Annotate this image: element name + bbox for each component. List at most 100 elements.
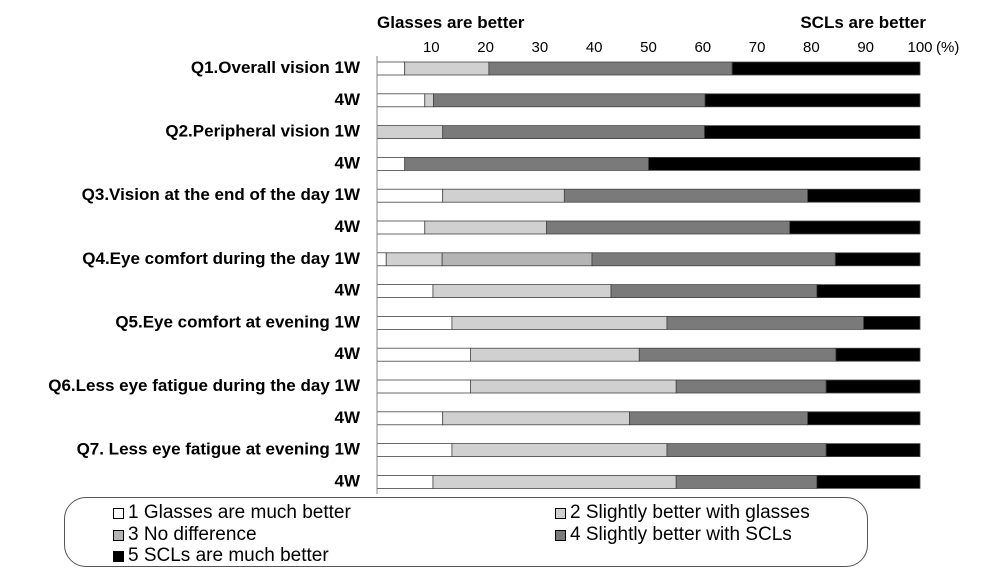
x-tick-label: 90	[857, 39, 874, 56]
bar-segment-1	[376, 188, 444, 203]
y-category-label: Q1.Overall vision 1W	[191, 58, 361, 77]
bar-segment-4	[675, 474, 818, 489]
legend-swatch-1	[113, 507, 124, 519]
x-tick-label: 40	[586, 39, 603, 56]
legend-label-4: 4 Slightly better with SCLs	[570, 524, 792, 545]
y-axis-labels: Q1.Overall vision 1W 4W Q2.Peripheral visi…	[48, 58, 361, 490]
bar-segment-4	[666, 443, 827, 458]
bar-segment-5	[816, 284, 921, 299]
bar-segment-4	[638, 347, 837, 362]
bar-segment-2	[385, 252, 443, 267]
bar-segment-5	[807, 411, 921, 426]
bar-segment-1	[376, 93, 426, 108]
legend-item-2: 2 Slightly better with glasses	[555, 502, 810, 524]
y-category-label: 4W	[335, 153, 361, 172]
bar-segment-4	[666, 315, 864, 330]
bar-segment-5	[731, 61, 921, 76]
x-tick-label: 30	[532, 39, 549, 56]
bar-segment-5	[704, 93, 921, 108]
bar-segment-3	[441, 252, 593, 267]
legend-item-4: 4 Slightly better with SCLs	[555, 524, 792, 546]
legend-swatch-5	[113, 550, 124, 562]
bar-segment-1	[376, 347, 471, 362]
bar-segment-5	[648, 156, 921, 171]
legend: 1 Glasses are much better 2 Slightly bet…	[64, 497, 868, 567]
bar-segment-1	[376, 220, 426, 235]
x-axis-ticks: 10 20 30 40 50 60 70 80 90 100	[423, 39, 933, 56]
y-category-label: Q6.Less eye fatigue during the day 1W	[48, 376, 361, 395]
x-tick-label: 50	[640, 39, 657, 56]
bar-segment-4	[404, 156, 649, 171]
bar-segment-2	[432, 284, 612, 299]
legend-item-3: 3 No difference	[113, 524, 257, 546]
bar-segment-2	[451, 443, 668, 458]
y-category-label: Q5.Eye comfort at evening 1W	[115, 312, 361, 331]
y-category-label: Q2.Peripheral vision 1W	[165, 122, 361, 141]
legend-swatch-4	[555, 529, 566, 541]
x-tick-label: 70	[749, 39, 766, 56]
header-left: Glasses are better	[377, 13, 525, 32]
bar-segment-5	[816, 474, 921, 489]
y-category-label: 4W	[335, 281, 361, 300]
bar-segment-4	[591, 252, 836, 267]
bar-segment-1	[376, 284, 434, 299]
bar-segment-1	[376, 474, 434, 489]
bar-segment-4	[546, 220, 791, 235]
y-category-label: 4W	[335, 471, 361, 490]
header-right: SCLs are better	[800, 13, 926, 32]
x-tick-label: 80	[803, 39, 820, 56]
x-unit-label: (%)	[936, 39, 959, 56]
bar-segment-4	[675, 379, 827, 394]
y-category-label: Q3.Vision at the end of the day 1W	[82, 185, 361, 204]
bar-segment-5	[807, 188, 921, 203]
bar-segment-2	[442, 188, 565, 203]
bar-segment-4	[563, 188, 808, 203]
x-tick-label: 60	[694, 39, 711, 56]
legend-label-2: 2 Slightly better with glasses	[570, 502, 810, 523]
legend-swatch-2	[555, 507, 566, 519]
bar-segment-2	[442, 411, 630, 426]
x-tick-label: 10	[423, 39, 440, 56]
y-category-label: Q4.Eye comfort during the day 1W	[82, 249, 361, 268]
bar-segment-4	[629, 411, 808, 426]
bar-segment-1	[376, 156, 406, 171]
x-tick-label: 100	[907, 39, 932, 56]
bar-segment-1	[376, 252, 387, 267]
x-tick-label: 20	[477, 39, 494, 56]
bar-segment-1	[376, 315, 453, 330]
bars	[376, 61, 921, 489]
bar-segment-1	[376, 61, 406, 76]
bar-segment-5	[789, 220, 921, 235]
bar-segment-5	[704, 125, 921, 139]
legend-swatch-3	[113, 529, 124, 541]
bar-segment-5	[835, 347, 921, 362]
bar-segment-2	[469, 347, 640, 362]
bar-segment-2	[376, 125, 444, 139]
bar-segment-2	[451, 315, 668, 330]
bar-segment-1	[376, 443, 453, 458]
bar-segment-4	[610, 284, 818, 299]
legend-label-3: 3 No difference	[128, 524, 257, 545]
legend-label-5: 5 SCLs are much better	[128, 545, 329, 566]
legend-item-5: 5 SCLs are much better	[113, 545, 329, 567]
bar-segment-2	[404, 61, 490, 76]
y-category-label: Q7. Less eye fatigue at evening 1W	[77, 440, 361, 459]
y-category-label: 4W	[335, 344, 361, 363]
bar-segment-4	[488, 61, 733, 76]
bar-segment-1	[376, 411, 444, 426]
legend-label-1: 1 Glasses are much better	[128, 502, 351, 523]
bar-segment-2	[432, 474, 677, 489]
bar-segment-1	[376, 379, 471, 394]
bar-segment-5	[834, 252, 921, 267]
y-category-label: 4W	[335, 90, 361, 109]
bar-segment-4	[442, 125, 705, 139]
bar-segment-2	[469, 379, 677, 394]
bar-segment-5	[863, 315, 921, 330]
bar-segment-2	[424, 220, 547, 235]
y-category-label: 4W	[335, 408, 361, 427]
bar-segment-5	[825, 379, 921, 394]
y-category-label: 4W	[335, 217, 361, 236]
bar-segment-5	[825, 443, 921, 458]
bar-segment-2	[424, 93, 434, 108]
